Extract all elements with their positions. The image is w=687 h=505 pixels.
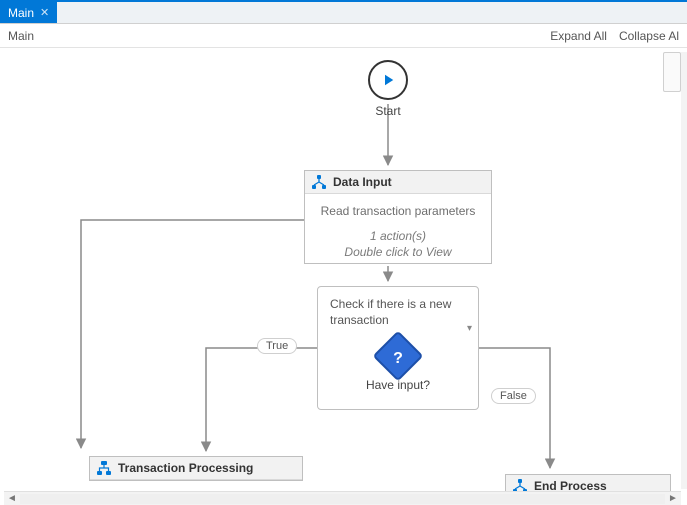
edge-false <box>479 348 550 468</box>
toolbar: Main Expand All Collapse Al <box>0 24 687 48</box>
start-node[interactable]: Start <box>360 60 416 118</box>
flow-edges <box>0 48 687 505</box>
edge-label-false: False <box>491 388 536 404</box>
question-icon: ? <box>373 331 424 382</box>
block-desc: Read transaction parameters <box>313 204 483 218</box>
tab-main[interactable]: Main ✕ <box>0 2 57 23</box>
transaction-processing-block[interactable]: Transaction Processing <box>89 456 303 481</box>
workflow-canvas[interactable]: Start Data Input Read transaction parame… <box>0 48 687 505</box>
canvas-mini-toolbar[interactable] <box>663 52 681 92</box>
data-input-block[interactable]: Data Input Read transaction parameters 1… <box>304 170 492 264</box>
close-icon[interactable]: ✕ <box>40 6 49 19</box>
decision-condition: Check if there is a new transaction <box>330 297 466 328</box>
edge-loop-left <box>81 220 304 448</box>
tab-strip: Main ✕ <box>0 2 687 24</box>
scroll-left-icon[interactable]: ◄ <box>4 493 20 504</box>
state-machine-icon <box>311 174 327 190</box>
tab-label: Main <box>8 6 34 20</box>
block-title: Transaction Processing <box>118 461 253 475</box>
flowchart-icon <box>96 460 112 476</box>
collapse-all-button[interactable]: Collapse Al <box>619 29 679 43</box>
breadcrumb[interactable]: Main <box>8 29 34 43</box>
scroll-right-icon[interactable]: ► <box>665 493 681 504</box>
vertical-scrollbar[interactable] <box>681 52 687 489</box>
chevron-down-icon[interactable]: ▾ <box>467 323 472 334</box>
decision-node[interactable]: Check if there is a new transaction ▾ ? … <box>317 286 479 410</box>
block-meta-hint: Double click to View <box>313 244 483 260</box>
block-title: Data Input <box>333 175 392 189</box>
edge-label-true: True <box>257 338 297 354</box>
block-meta-count: 1 action(s) <box>313 228 483 244</box>
start-label: Start <box>360 104 416 118</box>
edge-true <box>206 348 317 451</box>
expand-all-button[interactable]: Expand All <box>550 29 607 43</box>
play-icon <box>368 60 408 100</box>
horizontal-scrollbar[interactable]: ◄ ► <box>4 491 681 505</box>
